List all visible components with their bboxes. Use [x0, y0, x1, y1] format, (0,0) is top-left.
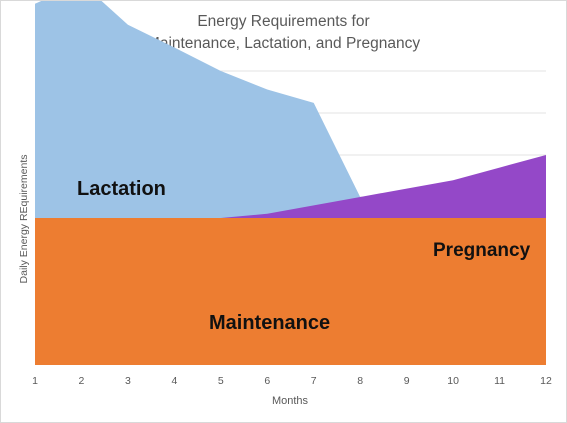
x-tick-label-10: 10	[447, 375, 459, 387]
x-tick-label-4: 4	[171, 375, 177, 387]
x-tick-label-2: 2	[79, 375, 85, 387]
x-tick-label-1: 1	[32, 375, 38, 387]
area-series	[35, 1, 546, 365]
x-tick-label-12: 12	[540, 375, 552, 387]
x-axis-label: Months	[272, 395, 309, 407]
chart-title-line-2: Maintenance, Lactation, and Pregnancy	[146, 35, 421, 52]
y-axis-label: Daily Energy REquirements	[18, 155, 30, 284]
area-maintenance	[35, 218, 546, 365]
area-pregnancy	[220, 155, 546, 218]
series-label-pregnancy: Pregnancy	[433, 240, 531, 261]
x-tick-label-3: 3	[125, 375, 131, 387]
series-label-maintenance: Maintenance	[209, 312, 330, 334]
area-lactation	[35, 1, 361, 218]
x-tick-label-11: 11	[494, 375, 505, 387]
x-tick-label-5: 5	[218, 375, 224, 387]
chart-title: Energy Requirements for Maintenance, Lac…	[1, 11, 566, 55]
chart-title-line-1: Energy Requirements for	[197, 13, 370, 30]
x-tick-label-7: 7	[311, 375, 317, 387]
series-label-lactation: Lactation	[77, 178, 166, 200]
x-tick-label-6: 6	[264, 375, 270, 387]
x-tick-label-9: 9	[404, 375, 410, 387]
x-tick-labels: 1 2 3 4 5 6 7 8 9 10 11 12	[32, 375, 552, 387]
x-tick-label-8: 8	[357, 375, 363, 387]
